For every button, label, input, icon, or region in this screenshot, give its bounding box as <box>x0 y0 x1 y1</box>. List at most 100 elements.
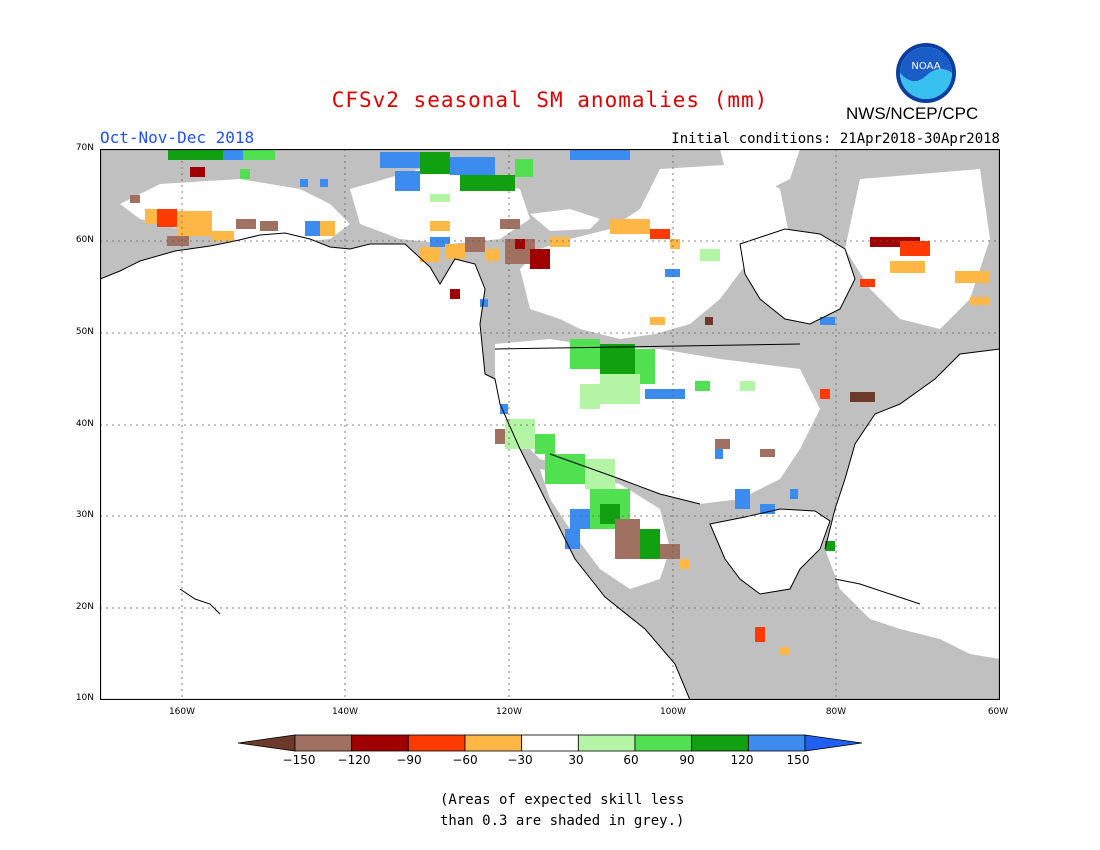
anomaly-cell <box>790 489 798 499</box>
anomaly-cell <box>660 544 680 559</box>
colorbar-label: 120 <box>730 753 754 767</box>
anomaly-cell <box>650 317 665 325</box>
anomaly-cell <box>600 344 635 374</box>
anomaly-cell <box>495 429 505 444</box>
noaa-logo: NOAA <box>896 43 956 103</box>
colorbar-segment <box>407 734 466 752</box>
anomaly-cell <box>380 152 420 168</box>
colorbar-label: 60 <box>623 753 639 767</box>
colorbar-label: 90 <box>679 753 695 767</box>
colorbar-segment <box>634 734 693 752</box>
anomaly-cell <box>480 299 488 307</box>
colorbar-segment <box>804 734 862 752</box>
anomaly-cell <box>243 150 275 160</box>
lat-label: 10N <box>75 693 94 703</box>
lon-label: 80W <box>825 707 847 717</box>
anomaly-cell <box>665 269 680 277</box>
anomaly-cell <box>236 219 256 229</box>
logo-text: NOAA <box>911 61 940 72</box>
anomaly-cell <box>640 529 660 559</box>
anomaly-cell <box>450 157 495 175</box>
anomaly-cell <box>320 179 328 187</box>
anomaly-cell <box>600 374 640 404</box>
colorbar-segment <box>577 734 636 752</box>
anomaly-cell <box>505 419 535 449</box>
anomaly-cells <box>130 150 990 655</box>
anomaly-cell <box>825 541 835 551</box>
lat-label: 40N <box>75 419 94 429</box>
initial-conditions: Initial conditions: 21Apr2018-30Apr2018 <box>671 131 1000 147</box>
anomaly-cell <box>515 239 525 249</box>
colorbar-segment <box>294 734 353 752</box>
anomaly-cell <box>535 434 555 454</box>
anomaly-cell <box>545 454 585 484</box>
colorbar-segment <box>521 734 579 752</box>
lat-label: 30N <box>75 510 94 520</box>
anomaly-cell <box>680 559 690 569</box>
anomaly-map <box>100 149 1000 700</box>
anomaly-cell <box>565 529 580 549</box>
anomaly-cell <box>580 384 600 409</box>
agency-label: NWS/NCEP/CPC <box>846 104 979 123</box>
anomaly-cell <box>755 627 765 642</box>
anomaly-cell <box>530 249 550 269</box>
anomaly-cell <box>223 150 243 160</box>
anomaly-cell <box>177 211 212 236</box>
anomaly-cell <box>450 289 460 299</box>
colorbar-label: −30 <box>507 753 533 767</box>
anomaly-cell <box>645 389 685 399</box>
anomaly-cell <box>168 150 223 160</box>
anomaly-cell <box>515 159 533 177</box>
coastlines <box>100 228 1000 700</box>
gulf-of-mexico <box>710 509 830 594</box>
colorbar-segment <box>691 734 749 752</box>
colorbar-label: −120 <box>337 753 371 767</box>
anomaly-cell <box>870 237 920 247</box>
colorbar-label: −90 <box>396 753 422 767</box>
anomaly-cell <box>570 150 630 160</box>
anomaly-cell <box>130 195 140 203</box>
anomaly-cell <box>485 249 500 261</box>
map-frame <box>100 149 1000 700</box>
map-title: CFSv2 seasonal SM anomalies (mm) <box>331 88 769 112</box>
anomaly-cell <box>850 392 875 402</box>
anomaly-cell <box>715 449 723 459</box>
lon-label: 160W <box>168 707 196 717</box>
anomaly-cell <box>550 237 570 247</box>
arctic-water <box>530 209 600 231</box>
anomaly-cell <box>305 221 320 236</box>
anomaly-cell <box>420 247 440 262</box>
anomaly-cell <box>700 249 720 261</box>
anomaly-cell <box>212 231 234 241</box>
anomaly-cell <box>695 381 710 391</box>
lon-label: 60W <box>987 707 1009 717</box>
anomaly-cell <box>900 241 930 256</box>
anomaly-cell <box>715 439 730 449</box>
colorbar-segment <box>464 734 523 752</box>
anomaly-cell <box>890 261 925 273</box>
pacific-ocean <box>100 233 690 700</box>
colorbar-label: 150 <box>786 753 810 767</box>
anomaly-cell <box>670 239 680 249</box>
anomaly-cell <box>610 219 650 234</box>
anomaly-cell <box>955 271 990 283</box>
lat-label: 60N <box>75 235 94 245</box>
anomaly-cell <box>145 209 157 224</box>
colorbar-segment <box>351 734 409 752</box>
atlantic-ocean <box>825 349 1000 659</box>
anomaly-cell <box>320 221 335 236</box>
anomaly-cell <box>970 297 990 305</box>
anomaly-cell <box>430 221 450 231</box>
colorbar-label: −60 <box>452 753 478 767</box>
hudson-bay <box>740 229 855 324</box>
anomaly-cell <box>860 279 875 287</box>
skill-note-line: (Areas of expected skill less <box>440 792 685 808</box>
anomaly-cell <box>465 237 485 252</box>
colorbar-segment <box>747 734 806 752</box>
anomaly-cell <box>740 381 755 391</box>
anomaly-cell <box>460 175 515 191</box>
lat-label: 20N <box>75 602 94 612</box>
anomaly-cell <box>650 229 670 239</box>
anomaly-cell <box>395 171 420 191</box>
colorbar-segment <box>238 734 296 752</box>
